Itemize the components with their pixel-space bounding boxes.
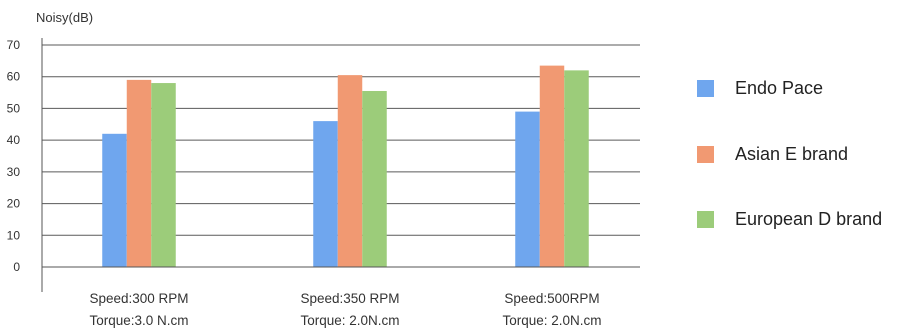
legend-label: Asian E brand: [735, 144, 848, 164]
legend: Endo Pace Asian E brand European D brand: [697, 78, 882, 229]
y-tick-label: 20: [7, 197, 21, 211]
bar: [102, 133, 127, 267]
legend-swatch: [697, 211, 714, 228]
y-axis-title: Noisy(dB): [36, 10, 93, 25]
y-tick-label: 0: [13, 260, 20, 274]
legend-swatch: [697, 146, 714, 163]
y-tick-labels: 0 10 20 30 40 50 60 70: [7, 38, 21, 274]
legend-swatch: [697, 80, 714, 97]
axes: [41, 38, 640, 292]
x-category-label-line1: Speed:350 RPM: [300, 291, 399, 306]
x-category-label-line2: Torque: 2.0N.cm: [502, 313, 601, 328]
bar: [126, 79, 152, 267]
x-category-label-line2: Torque:3.0 N.cm: [89, 313, 188, 328]
bar: [539, 65, 565, 267]
y-tick-label: 70: [7, 38, 21, 52]
y-tick-label: 60: [7, 70, 21, 84]
bar: [515, 111, 540, 267]
x-category-label-line1: Speed:500RPM: [504, 291, 599, 306]
bar: [337, 75, 363, 267]
y-tick-label: 40: [7, 133, 21, 147]
bar: [313, 121, 338, 267]
bar: [362, 90, 387, 267]
x-category-label-line2: Torque: 2.0N.cm: [300, 313, 399, 328]
x-category-label-line1: Speed:300 RPM: [89, 291, 188, 306]
legend-label: European D brand: [735, 209, 882, 229]
y-tick-label: 50: [7, 101, 21, 115]
y-tick-label: 10: [7, 228, 21, 242]
legend-label: Endo Pace: [735, 78, 823, 98]
x-category-labels: Speed:300 RPM Torque:3.0 N.cm Speed:350 RP…: [89, 291, 601, 328]
y-tick-label: 30: [7, 165, 21, 179]
bar: [151, 83, 176, 267]
bars: [102, 65, 589, 267]
bar: [564, 70, 589, 267]
